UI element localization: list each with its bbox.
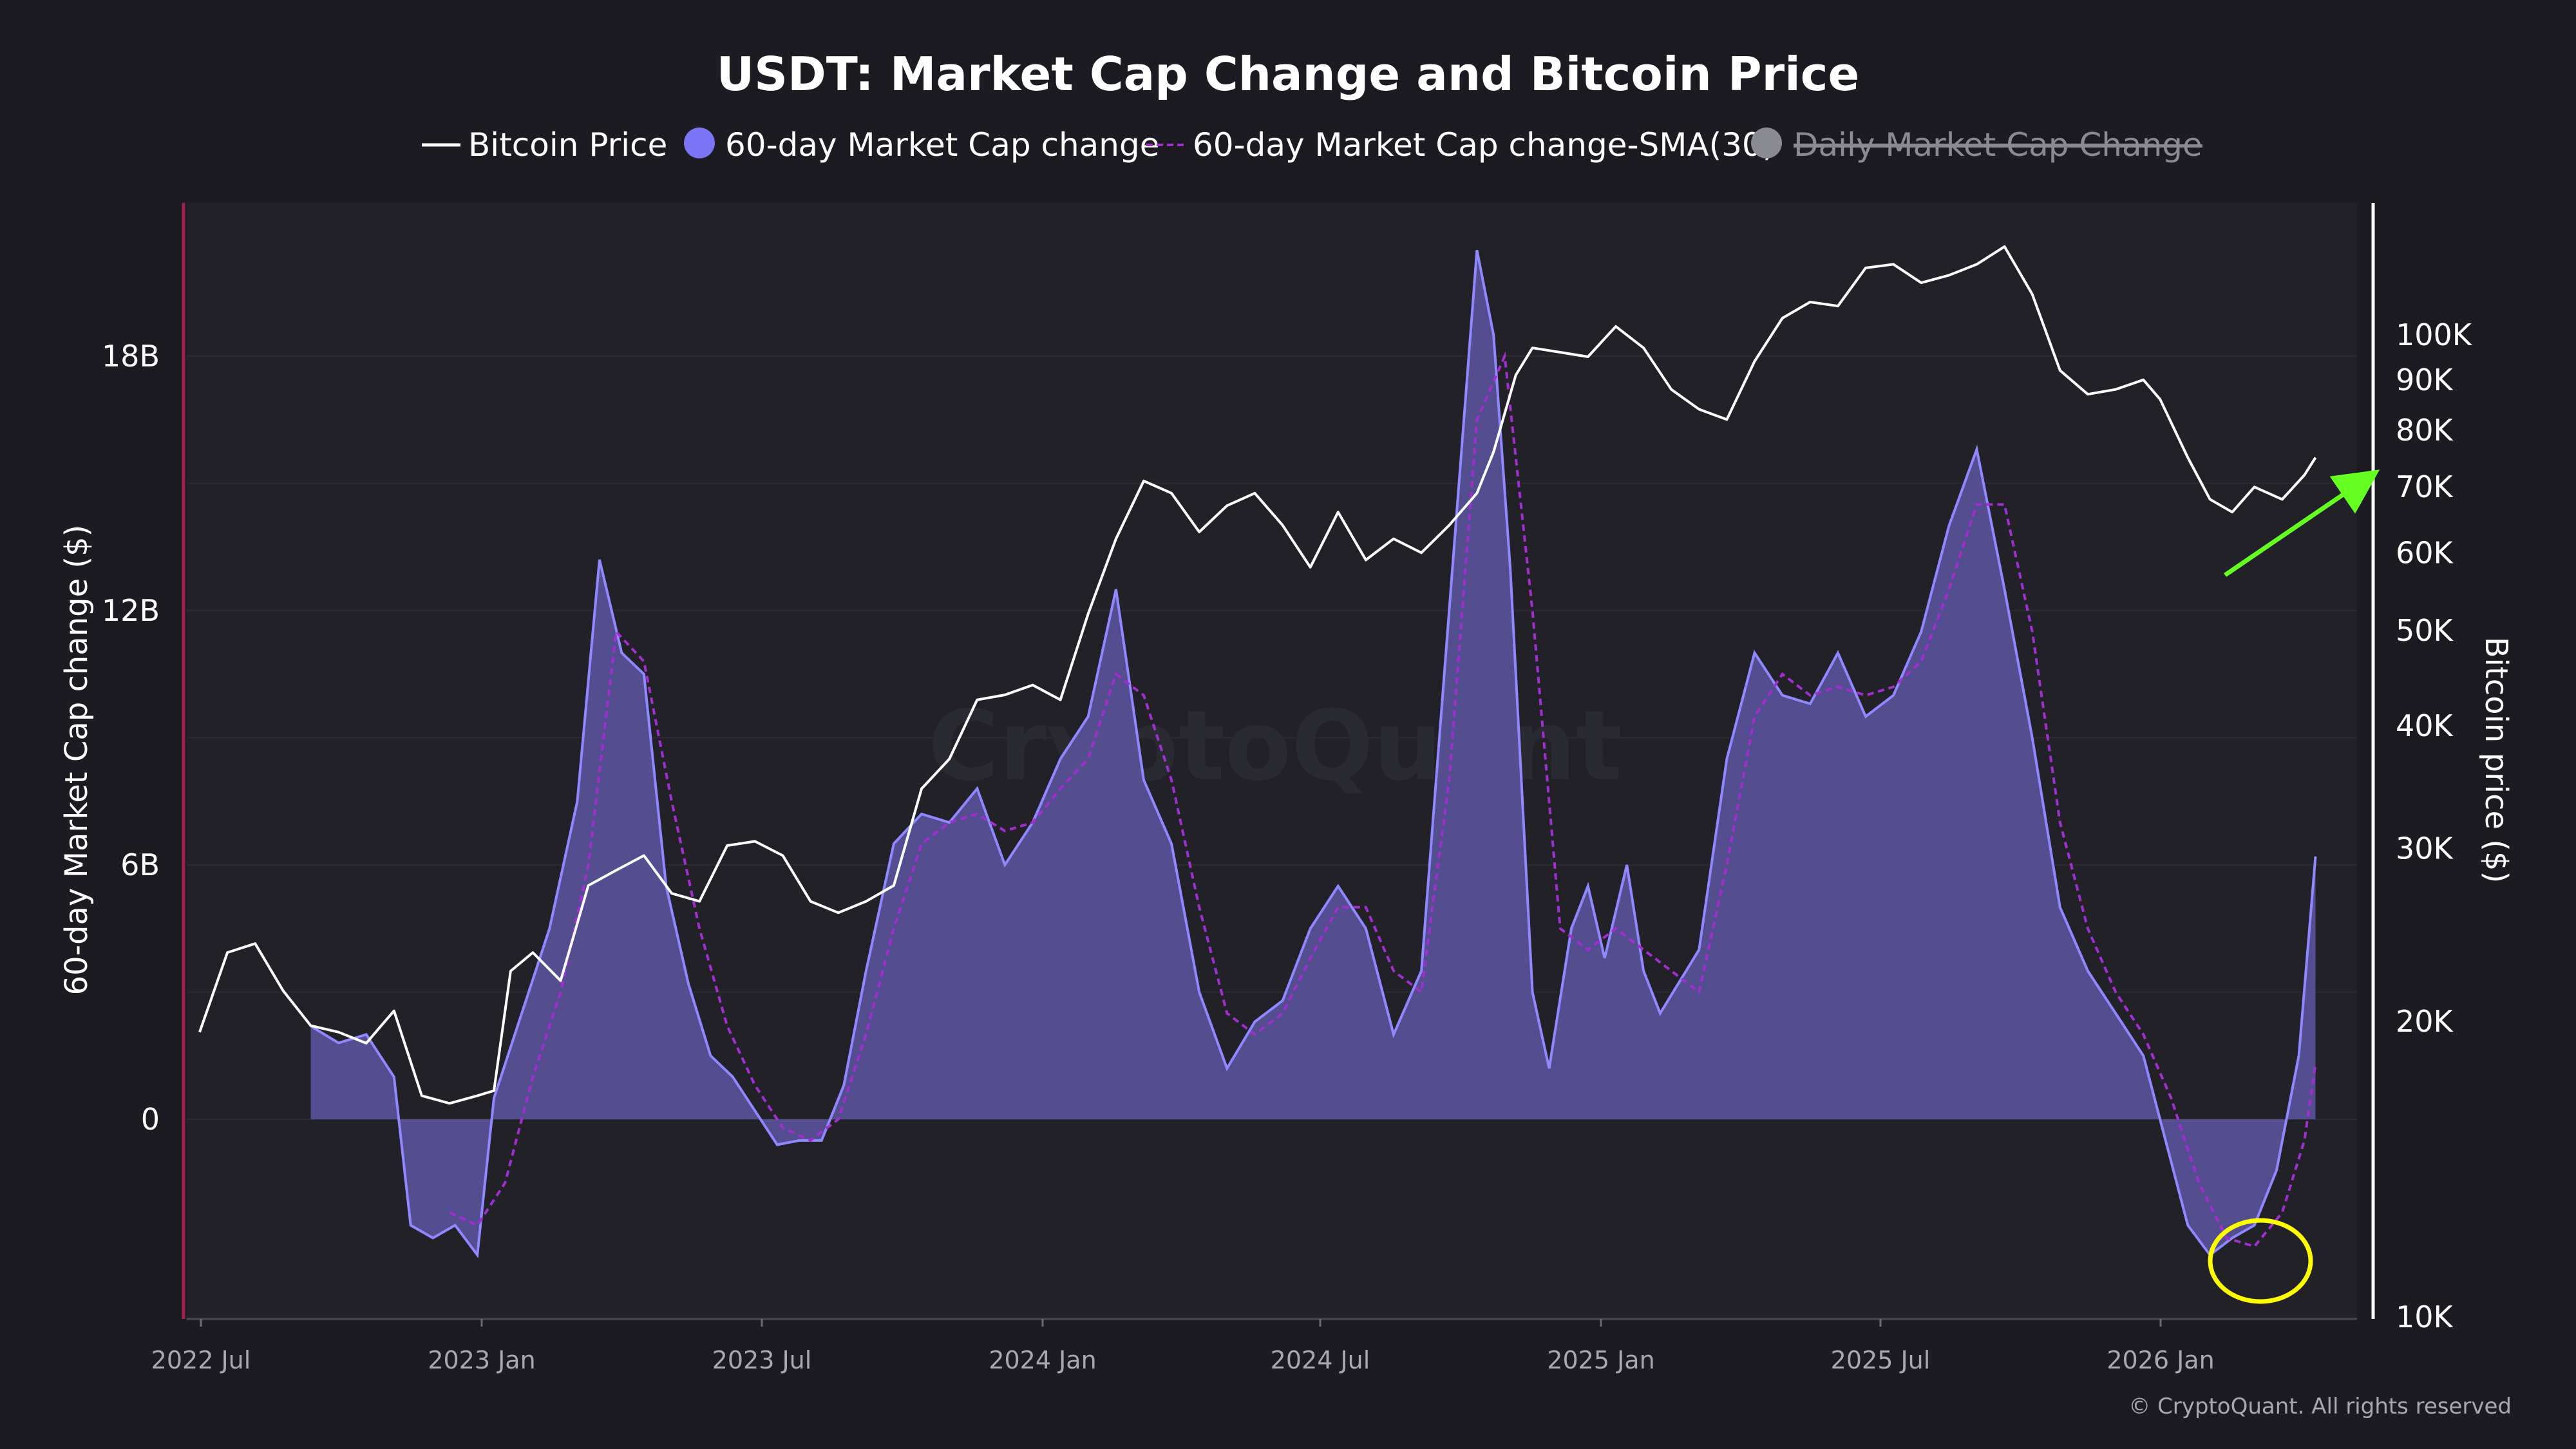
series-market-cap-change <box>310 250 2317 1258</box>
y-right-tick-label: 30K <box>2396 831 2454 866</box>
y-right-tick-label: 20K <box>2396 1004 2454 1039</box>
y-axis-right-label: Bitcoin price ($) <box>2478 637 2514 884</box>
legend-circle-icon <box>684 128 715 158</box>
legend-circle-icon <box>1751 128 1782 158</box>
y-axis-left-label: 60-day Market Cap change ($) <box>59 525 95 996</box>
copyright: © CryptoQuant. All rights reserved <box>2128 1394 2512 1419</box>
x-tick-label: 2023 Jan <box>428 1346 535 1374</box>
y-left-tick-label: 12B <box>102 593 160 628</box>
y-right-tick-label: 40K <box>2396 708 2454 743</box>
legend-label: 60-day Market Cap change <box>725 126 1160 164</box>
area-fill <box>310 250 2316 1255</box>
legend-label: 60-day Market Cap change-SMA(30) <box>1193 126 1775 164</box>
x-tick-label: 2026 Jan <box>2107 1346 2214 1374</box>
y-left-tick-label: 6B <box>120 848 160 882</box>
y-right-tick-label: 70K <box>2396 469 2454 504</box>
trend-arrow <box>2224 469 2380 577</box>
area-line <box>310 250 2317 1258</box>
sma-line <box>449 351 2317 1248</box>
annotations <box>2208 469 2380 1304</box>
y-left-tick-label: 0 <box>141 1102 160 1137</box>
y-left-tick-label: 18B <box>102 339 160 374</box>
highlight-circle <box>2208 1218 2313 1304</box>
legend-item-sma[interactable]: 60-day Market Cap change-SMA(30) <box>1146 126 1775 164</box>
legend-item-bitcoin-price[interactable]: Bitcoin Price <box>422 126 667 164</box>
y-right-tick-label: 50K <box>2396 613 2454 648</box>
legend-item-market-cap-change[interactable]: 60-day Market Cap change <box>684 126 1160 164</box>
x-tick-label: 2023 Jul <box>712 1346 812 1374</box>
x-tick-label: 2022 Jul <box>151 1346 251 1374</box>
x-tick-label: 2024 Jul <box>1271 1346 1370 1374</box>
x-tick-label: 2024 Jan <box>989 1346 1096 1374</box>
legend-label: Bitcoin Price <box>468 126 667 164</box>
chart-title: USDT: Market Cap Change and Bitcoin Pric… <box>717 47 1860 101</box>
legend-item-daily-change[interactable]: Daily Market Cap Change <box>1751 126 2202 164</box>
axis-ticks: 0 6B 12B 18B 10K 20K 30K 40K 50K 60K 70K 80K 90K 100K… <box>102 317 2473 1374</box>
x-tick-label: 2025 Jan <box>1547 1346 1654 1374</box>
series-sma <box>449 351 2317 1248</box>
y-right-tick-label: 60K <box>2396 535 2454 570</box>
y-right-tick-label: 100K <box>2396 317 2473 352</box>
y-right-tick-label: 10K <box>2396 1300 2454 1334</box>
legend: Bitcoin Price 60-day Market Cap change 6… <box>422 126 2202 164</box>
y-right-tick-label: 80K <box>2396 413 2454 448</box>
x-tick-label: 2025 Jul <box>1831 1346 1931 1374</box>
y-right-tick-label: 90K <box>2396 363 2454 397</box>
series-bitcoin-price <box>198 245 2317 1105</box>
